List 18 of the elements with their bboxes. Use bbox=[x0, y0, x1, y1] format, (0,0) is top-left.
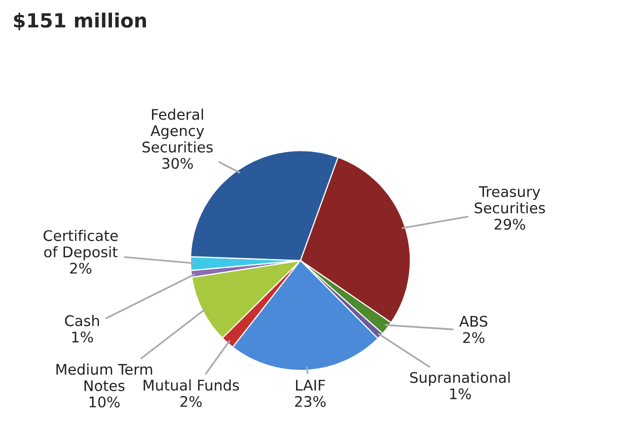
data-label: 1% bbox=[72, 332, 93, 343]
data-label: 29% bbox=[494, 218, 526, 230]
slice-label: LAIF bbox=[296, 380, 325, 390]
slice-label: Cash bbox=[65, 314, 99, 326]
data-label: 2% bbox=[463, 332, 484, 344]
data-label: 2% bbox=[180, 396, 202, 408]
slice-label: Treasury Securities bbox=[474, 186, 545, 214]
slice-label: Mutual Funds bbox=[144, 379, 239, 391]
slice-label: Supranational bbox=[410, 372, 510, 386]
slice-label: ABS bbox=[459, 316, 488, 327]
data-label: 10% bbox=[90, 396, 120, 408]
data-label: 30% bbox=[162, 158, 193, 169]
data-label: 1% bbox=[450, 388, 471, 400]
slice-label: Federal Agency Securities bbox=[142, 108, 213, 153]
data-label: 23% bbox=[295, 396, 326, 408]
data-label: 2% bbox=[70, 262, 92, 274]
chart-title: $151 million bbox=[14, 12, 146, 30]
slice-label: Certificate of Deposit bbox=[44, 230, 118, 260]
